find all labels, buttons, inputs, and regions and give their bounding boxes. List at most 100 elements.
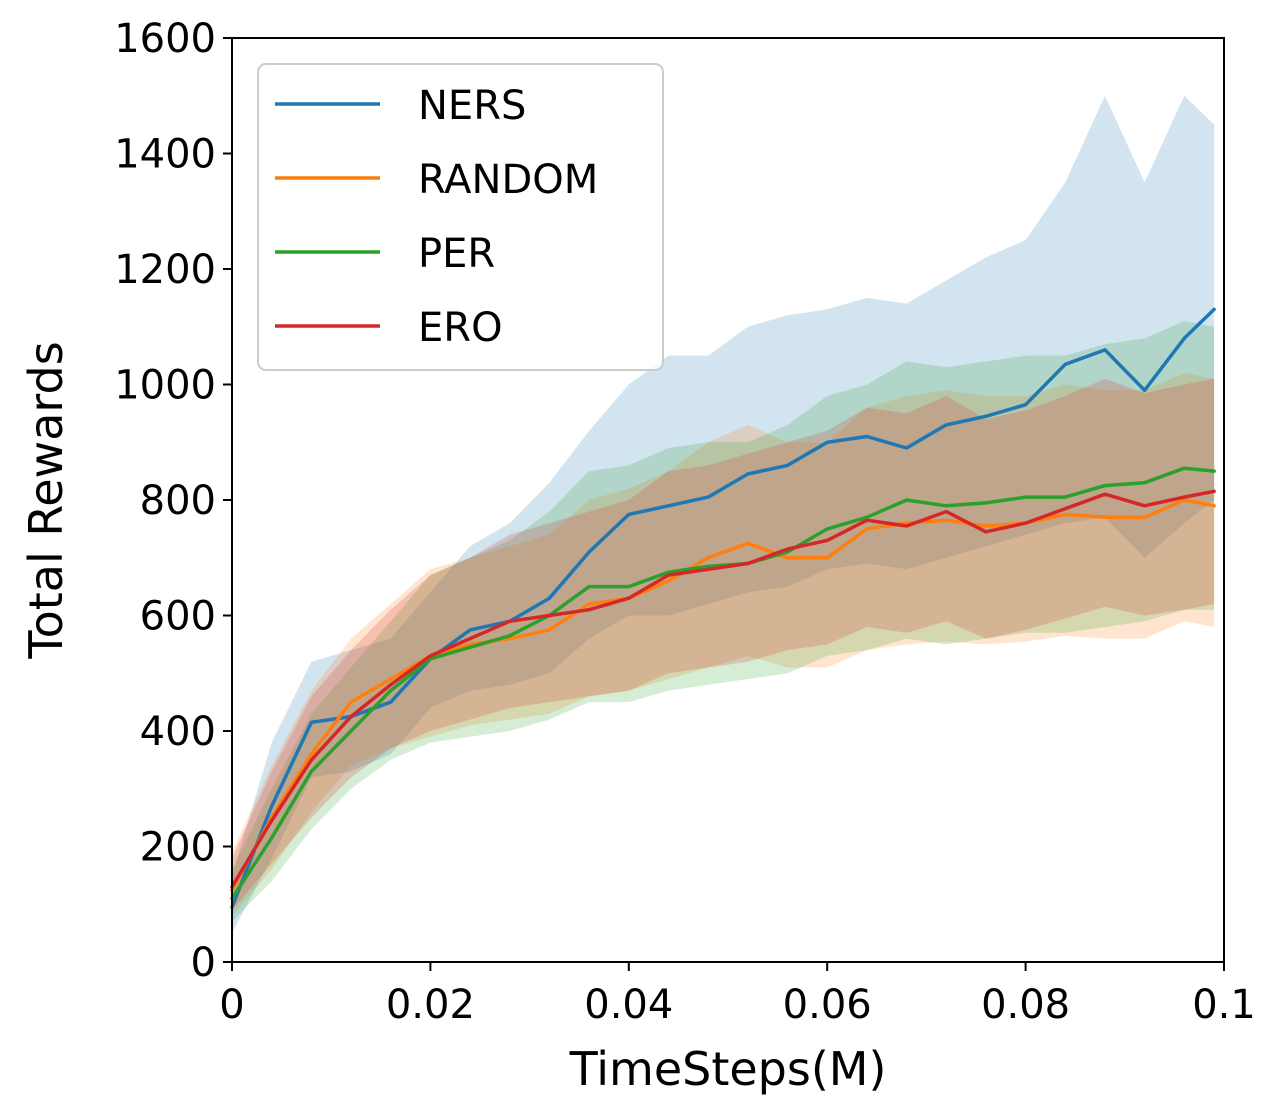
point-random bbox=[667, 579, 670, 583]
point-random bbox=[1182, 498, 1186, 502]
point-ero bbox=[1143, 504, 1147, 508]
point-ners bbox=[746, 472, 750, 476]
point-ners bbox=[1063, 362, 1067, 366]
confidence-bands bbox=[232, 95, 1215, 934]
point-ero bbox=[1212, 489, 1216, 493]
y-tick-label: 200 bbox=[140, 825, 216, 871]
point-ero bbox=[1063, 507, 1067, 511]
point-per bbox=[706, 564, 710, 568]
point-ero bbox=[1024, 521, 1028, 525]
point-random bbox=[944, 518, 948, 522]
band-ners bbox=[232, 95, 1215, 934]
point-per bbox=[349, 729, 353, 733]
point-random bbox=[706, 556, 710, 560]
point-ero bbox=[508, 619, 512, 623]
point-per bbox=[667, 570, 670, 574]
point-ero bbox=[984, 530, 988, 534]
line-ero bbox=[230, 489, 1216, 889]
line-ners bbox=[230, 307, 1216, 909]
y-axis: 0 200 400 600 800 1000 1200 1400 1600 bbox=[114, 16, 232, 986]
x-axis-label: TimeSteps(M) bbox=[569, 1042, 887, 1096]
point-ero bbox=[746, 562, 750, 565]
point-per bbox=[1103, 484, 1107, 488]
point-ero bbox=[587, 608, 591, 612]
legend-label-random: RANDOM bbox=[418, 157, 598, 203]
y-axis-label: Total Rewards bbox=[19, 341, 73, 659]
point-ero bbox=[468, 637, 472, 641]
point-ners bbox=[905, 446, 909, 450]
x-tick-label: 0.04 bbox=[584, 982, 673, 1028]
point-per bbox=[984, 501, 988, 505]
point-ero bbox=[1103, 492, 1107, 496]
point-ners bbox=[865, 435, 869, 438]
point-per bbox=[944, 504, 948, 508]
point-random bbox=[587, 602, 591, 606]
legend-label-ero: ERO bbox=[418, 305, 503, 351]
point-ero bbox=[944, 510, 948, 514]
y-tick-label: 0 bbox=[191, 940, 216, 986]
point-ners bbox=[587, 550, 591, 554]
point-ero bbox=[627, 596, 631, 600]
point-random bbox=[984, 524, 988, 528]
y-tick-label: 1600 bbox=[114, 16, 216, 62]
point-ners bbox=[270, 804, 274, 808]
point-ners bbox=[1143, 388, 1147, 392]
point-ero bbox=[667, 573, 670, 577]
point-ero bbox=[547, 614, 551, 617]
point-ners bbox=[547, 596, 551, 600]
point-per bbox=[825, 527, 829, 531]
y-tick-label: 600 bbox=[140, 594, 216, 640]
point-ero bbox=[786, 547, 789, 551]
point-random bbox=[1212, 504, 1216, 508]
legend: NERS RANDOM PER ERO bbox=[257, 63, 664, 371]
point-per bbox=[1143, 481, 1147, 485]
point-per bbox=[468, 645, 472, 649]
point-ners bbox=[706, 495, 710, 499]
point-random bbox=[1143, 515, 1147, 519]
point-per bbox=[389, 689, 393, 693]
point-per bbox=[905, 498, 909, 502]
point-per bbox=[786, 550, 789, 554]
point-random bbox=[1103, 515, 1107, 519]
point-per bbox=[309, 769, 313, 773]
legend-label-per: PER bbox=[418, 231, 495, 277]
point-per bbox=[1212, 469, 1216, 473]
point-ero bbox=[1182, 495, 1186, 499]
point-random bbox=[1063, 512, 1067, 516]
point-per bbox=[1182, 466, 1186, 470]
x-tick-label: 0.08 bbox=[981, 982, 1070, 1028]
point-ero bbox=[706, 567, 710, 571]
point-random bbox=[825, 556, 829, 560]
band-ero bbox=[232, 378, 1215, 910]
point-ero bbox=[349, 715, 353, 719]
x-tick-label: 0.02 bbox=[386, 982, 475, 1028]
point-random bbox=[905, 521, 909, 525]
band-per bbox=[232, 321, 1215, 922]
x-tick-label: 0.1 bbox=[1192, 982, 1256, 1028]
point-ero bbox=[865, 518, 869, 522]
point-per bbox=[865, 515, 869, 519]
y-tick-label: 1200 bbox=[114, 247, 216, 293]
point-random bbox=[309, 752, 313, 756]
point-ners bbox=[468, 628, 472, 632]
y-tick-label: 800 bbox=[140, 478, 216, 524]
point-ero bbox=[428, 654, 432, 658]
y-tick-label: 1400 bbox=[114, 132, 216, 178]
y-tick-label: 400 bbox=[140, 709, 216, 755]
point-random bbox=[547, 628, 551, 632]
point-ners bbox=[1182, 336, 1186, 340]
point-ero bbox=[270, 819, 274, 822]
point-ners bbox=[786, 463, 789, 467]
point-ners bbox=[1024, 403, 1028, 407]
legend-label-ners: NERS bbox=[418, 83, 526, 129]
point-ero bbox=[905, 524, 909, 528]
y-tick-label: 1000 bbox=[114, 363, 216, 409]
point-ners bbox=[309, 720, 313, 724]
point-per bbox=[1024, 495, 1028, 499]
point-random bbox=[746, 541, 750, 545]
point-per bbox=[587, 585, 591, 589]
point-ero bbox=[309, 758, 313, 762]
point-random bbox=[865, 527, 869, 531]
legend-box bbox=[257, 63, 664, 371]
